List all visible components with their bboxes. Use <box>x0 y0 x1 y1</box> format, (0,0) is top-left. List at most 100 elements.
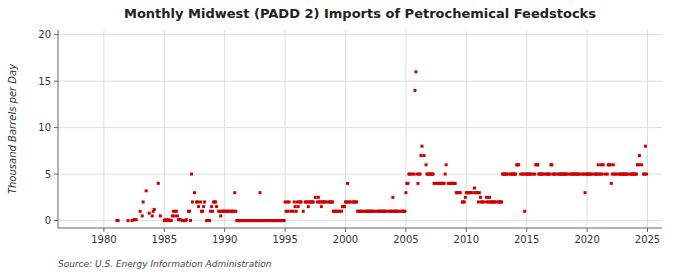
point <box>403 210 406 213</box>
point <box>307 205 310 208</box>
point <box>219 214 222 217</box>
y-tick <box>54 220 58 221</box>
point <box>612 163 615 166</box>
point <box>231 210 234 213</box>
point <box>432 173 435 176</box>
y-axis-label: Thousand Barrels per Day <box>7 63 18 194</box>
point <box>153 208 156 211</box>
point <box>178 218 181 221</box>
grid-line <box>164 30 165 228</box>
point <box>314 196 317 199</box>
point <box>233 191 236 194</box>
point <box>595 173 598 176</box>
point <box>127 219 130 222</box>
x-tick <box>224 228 225 232</box>
point <box>193 191 196 194</box>
point <box>635 173 638 176</box>
point <box>287 210 290 213</box>
point <box>480 200 483 203</box>
source-note: Source: U.S. Energy Information Administ… <box>58 259 272 269</box>
grid-line <box>58 127 662 128</box>
point <box>389 210 392 213</box>
point <box>443 182 446 185</box>
point <box>169 219 172 222</box>
x-tick <box>466 228 467 232</box>
point <box>157 182 160 185</box>
grid <box>58 30 662 228</box>
point <box>199 200 202 203</box>
point <box>419 173 422 176</box>
point <box>215 205 218 208</box>
x-tick-label: 2010 <box>454 234 479 245</box>
point <box>323 200 326 203</box>
grid-line <box>647 30 648 228</box>
point <box>294 205 297 208</box>
x-tick <box>526 228 527 232</box>
point <box>139 210 142 213</box>
point <box>302 210 305 213</box>
point <box>311 200 314 203</box>
point <box>445 163 448 166</box>
point <box>151 214 154 217</box>
point <box>500 200 503 203</box>
point <box>331 200 334 203</box>
chart: 1980198519901995200020052010201520202025… <box>0 0 675 275</box>
point <box>636 163 639 166</box>
x-tick <box>164 228 165 232</box>
x-tick-label: 2025 <box>635 234 660 245</box>
point <box>485 196 488 199</box>
point <box>597 163 600 166</box>
x-tick-label: 2015 <box>514 234 539 245</box>
y-tick <box>54 174 58 175</box>
grid-line <box>58 174 662 175</box>
point <box>166 219 169 222</box>
point <box>170 219 173 222</box>
grid-line <box>526 30 527 228</box>
point <box>601 173 604 176</box>
point <box>173 214 176 217</box>
point <box>300 200 303 203</box>
point <box>187 210 190 213</box>
point <box>359 210 362 213</box>
y-tick <box>54 81 58 82</box>
point <box>533 173 536 176</box>
point <box>637 163 640 166</box>
point <box>283 219 286 222</box>
point <box>292 210 295 213</box>
point <box>175 210 178 213</box>
point <box>463 200 466 203</box>
point <box>642 173 645 176</box>
point <box>299 200 302 203</box>
axes: 1980198519901995200020052010201520202025… <box>38 29 662 245</box>
point <box>347 200 350 203</box>
point <box>634 173 637 176</box>
point <box>191 200 194 203</box>
point <box>234 210 237 213</box>
point <box>142 200 145 203</box>
point <box>582 173 585 176</box>
title: Monthly Midwest (PADD 2) Imports of Petr… <box>124 6 596 21</box>
point <box>464 196 467 199</box>
x-tick-label: 1980 <box>91 234 116 245</box>
grid-line <box>58 220 662 221</box>
point <box>468 191 471 194</box>
point <box>602 163 605 166</box>
point <box>488 196 491 199</box>
y-tick-label: 20 <box>38 29 51 40</box>
point <box>145 189 148 192</box>
point <box>344 200 347 203</box>
point <box>453 182 456 185</box>
point <box>159 214 162 217</box>
point <box>391 196 394 199</box>
grid-line <box>58 81 662 82</box>
grid-line <box>587 30 588 228</box>
point <box>516 163 519 166</box>
point <box>523 210 526 213</box>
point <box>444 173 447 176</box>
x-tick-label: 2000 <box>333 234 358 245</box>
point <box>479 196 482 199</box>
point <box>610 182 613 185</box>
point <box>473 187 476 190</box>
point <box>197 205 200 208</box>
y-tick-label: 5 <box>45 169 51 180</box>
